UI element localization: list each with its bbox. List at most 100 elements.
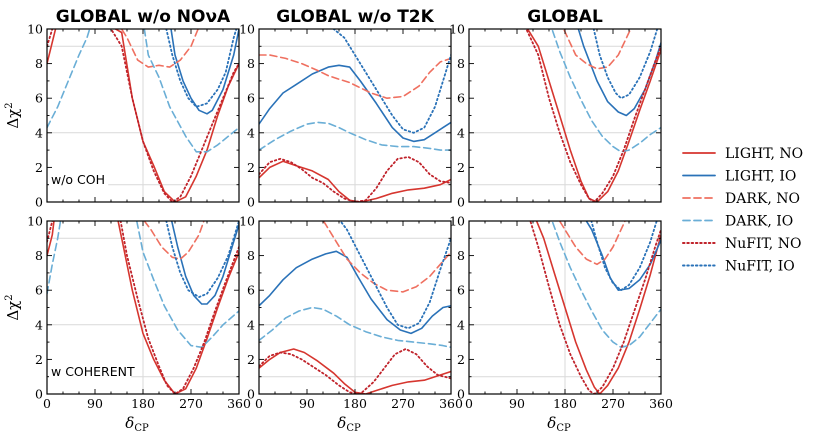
panel-r1-c2: 0 2 4 6 8 10 0 90 180 270 360 δCP	[449, 214, 673, 435]
y-tick-label: 6	[247, 283, 255, 298]
y-tick-label: 6	[247, 91, 255, 106]
y-axis-label: Δχ2	[4, 102, 22, 128]
x-axis-label: δCP	[125, 414, 149, 434]
x-axis-label-main: δ	[337, 414, 346, 432]
series-line-nufit-io	[332, 29, 451, 134]
y-tick-label: 2	[247, 352, 255, 367]
x-tick-label: 180	[553, 396, 577, 411]
series-line-dark-no	[259, 54, 451, 99]
legend-label: LIGHT, IO	[725, 169, 796, 185]
series-line-nufit-io	[165, 221, 239, 298]
y-tick-label: 10	[239, 214, 255, 229]
series-line-nufit-no	[259, 156, 451, 202]
series-line-dark-io	[551, 29, 661, 153]
y-axis-label-sup: 2	[4, 294, 15, 300]
y-tick-label: 4	[247, 317, 255, 332]
series-line-nufit-no	[525, 29, 661, 202]
y-tick-label: 10	[27, 22, 43, 37]
column-title: GLOBAL	[527, 7, 603, 27]
series-line-light-no	[535, 221, 661, 394]
legend-label: DARK, NO	[725, 191, 800, 207]
y-axis-label: Δχ2	[4, 294, 22, 320]
x-tick-label: 180	[343, 396, 367, 411]
y-tick-label: 2	[457, 352, 465, 367]
ticks	[46, 220, 240, 395]
legend: LIGHT, NO LIGHT, IO DARK, NO DARK, IO NuFIT,…	[682, 146, 803, 275]
series-line-light-no	[47, 29, 239, 202]
row-label-bg	[49, 363, 131, 380]
x-axis-label-main: δ	[125, 414, 134, 432]
y-tick-label: 0	[457, 195, 465, 210]
y-axis-label-sup: 2	[4, 102, 15, 108]
y-tick-label: 2	[457, 160, 465, 175]
y-tick-label: 6	[35, 283, 43, 298]
series-line-nufit-no	[47, 221, 239, 394]
series-line-dark-io	[47, 221, 239, 349]
ticks	[468, 220, 662, 395]
legend-label: LIGHT, NO	[725, 146, 803, 162]
legend-label: NuFIT, IO	[725, 259, 795, 275]
y-axis-label-main: Δχ	[4, 109, 22, 129]
series-line-nufit-no	[47, 29, 239, 202]
y-tick-label: 6	[35, 91, 43, 106]
x-tick-label: 360	[439, 396, 463, 411]
series-line-dark-io	[551, 221, 661, 349]
series-line-dark-io	[259, 121, 451, 151]
series-line-nufit-no	[529, 221, 661, 394]
series-line-dark-no	[558, 221, 626, 266]
y-tick-label: 0	[457, 387, 465, 402]
y-tick-label: 10	[239, 22, 255, 37]
series-line-dark-no	[562, 29, 632, 70]
legend-label: NuFIT, NO	[725, 236, 801, 252]
x-tick-label: 270	[601, 396, 625, 411]
series-line-nufit-io	[165, 29, 238, 108]
series-group	[259, 29, 451, 202]
x-axis-label-main: δ	[547, 414, 556, 432]
ticks	[468, 28, 662, 203]
x-axis-label-sub: CP	[556, 423, 571, 434]
ticks	[258, 220, 452, 395]
x-tick-label: 0	[43, 396, 51, 411]
y-tick-label: 4	[457, 317, 465, 332]
series-line-light-io	[577, 29, 661, 117]
x-axis-label-sub: CP	[346, 423, 361, 434]
y-tick-label: 8	[35, 248, 43, 263]
series-line-nufit-io	[339, 221, 451, 330]
y-tick-label: 4	[35, 317, 43, 332]
series-line-light-io	[170, 221, 239, 305]
series-line-light-io	[170, 29, 239, 115]
series-line-light-io	[259, 250, 451, 335]
x-tick-label: 90	[299, 396, 315, 411]
series-line-nufit-io	[592, 29, 659, 100]
y-tick-label: 0	[35, 387, 43, 402]
row-label: w/o COH	[51, 172, 105, 187]
x-tick-label: 270	[179, 396, 203, 411]
y-tick-label: 8	[247, 248, 255, 263]
series-group	[525, 29, 661, 202]
row-label: w COHERENT	[51, 364, 135, 379]
x-axis-label-sub: CP	[134, 423, 149, 434]
x-tick-label: 0	[465, 396, 473, 411]
x-axis-label: δCP	[547, 414, 571, 434]
legend-label: DARK, IO	[725, 214, 793, 230]
y-tick-label: 0	[35, 195, 43, 210]
x-tick-label: 90	[87, 396, 103, 411]
y-tick-label: 6	[457, 283, 465, 298]
panel-r0-c2: 0 2 4 6 8 10 GLOBAL	[449, 7, 662, 210]
y-axis-label-main: Δχ	[4, 301, 22, 321]
y-tick-label: 4	[247, 125, 255, 140]
x-tick-label: 360	[227, 396, 251, 411]
series-line-dark-no	[120, 29, 199, 68]
series-line-dark-no	[322, 221, 451, 293]
series-group	[529, 221, 661, 394]
row-label-bg	[49, 171, 109, 188]
x-axis-label: δCP	[337, 414, 361, 434]
series-line-light-no	[259, 348, 451, 394]
series-line-dark-io	[47, 29, 239, 153]
y-tick-label: 2	[247, 160, 255, 175]
y-tick-label: 2	[35, 352, 43, 367]
y-tick-label: 10	[449, 214, 465, 229]
